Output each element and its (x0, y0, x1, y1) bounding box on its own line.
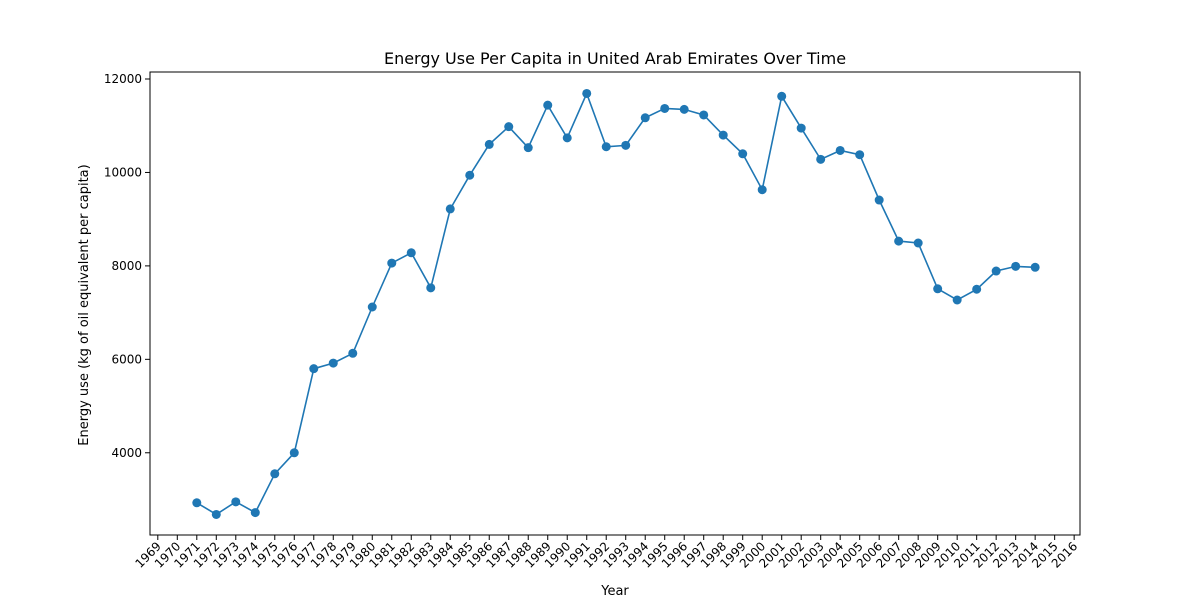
data-point (757, 185, 767, 195)
data-point (484, 139, 494, 149)
data-point (972, 284, 982, 294)
y-tick-label: 6000 (111, 352, 142, 366)
y-tick-label: 8000 (111, 259, 142, 273)
plot-frame (149, 71, 1081, 536)
data-point (933, 284, 943, 294)
data-point (894, 236, 904, 246)
data-point (699, 110, 709, 120)
data-point (406, 248, 416, 258)
data-point (913, 238, 923, 248)
data-point (816, 154, 826, 164)
data-point (718, 130, 728, 140)
data-point (582, 88, 592, 98)
data-point (387, 258, 397, 268)
data-point (465, 170, 475, 180)
y-axis-title: Energy use (kg of oil equivalent per cap… (77, 164, 92, 445)
data-point (211, 509, 221, 519)
plot-area: 4000600080001000012000196919701971197219… (104, 71, 1081, 571)
data-point (348, 348, 358, 358)
y-tick-label: 4000 (111, 446, 142, 460)
data-point (231, 497, 241, 507)
data-point (523, 143, 533, 153)
x-axis-title: Year (600, 584, 629, 599)
data-point (309, 364, 319, 374)
data-point (835, 145, 845, 155)
data-point (640, 113, 650, 123)
data-point (328, 358, 338, 368)
data-point (660, 103, 670, 113)
data-point (796, 123, 806, 133)
data-point (289, 448, 299, 458)
data-point (874, 195, 884, 205)
data-point (1030, 262, 1040, 272)
data-point (738, 149, 748, 159)
data-point (367, 302, 377, 312)
data-point (621, 140, 631, 150)
data-point (543, 100, 553, 110)
chart-title: Energy Use Per Capita in United Arab Emi… (384, 49, 846, 68)
data-point (504, 122, 514, 132)
data-point (426, 283, 436, 293)
data-point (192, 498, 202, 508)
data-point (855, 150, 865, 160)
data-point (679, 104, 689, 114)
data-point (1011, 261, 1021, 271)
data-point (777, 91, 787, 101)
data-point (952, 295, 962, 305)
series-line (196, 91, 1036, 516)
data-point (445, 204, 455, 214)
y-tick-label: 12000 (104, 72, 142, 86)
data-point (991, 266, 1001, 276)
data-point (250, 508, 260, 518)
data-point (601, 142, 611, 152)
data-point (562, 133, 572, 143)
data-point (270, 469, 280, 479)
y-tick-label: 10000 (104, 165, 142, 179)
